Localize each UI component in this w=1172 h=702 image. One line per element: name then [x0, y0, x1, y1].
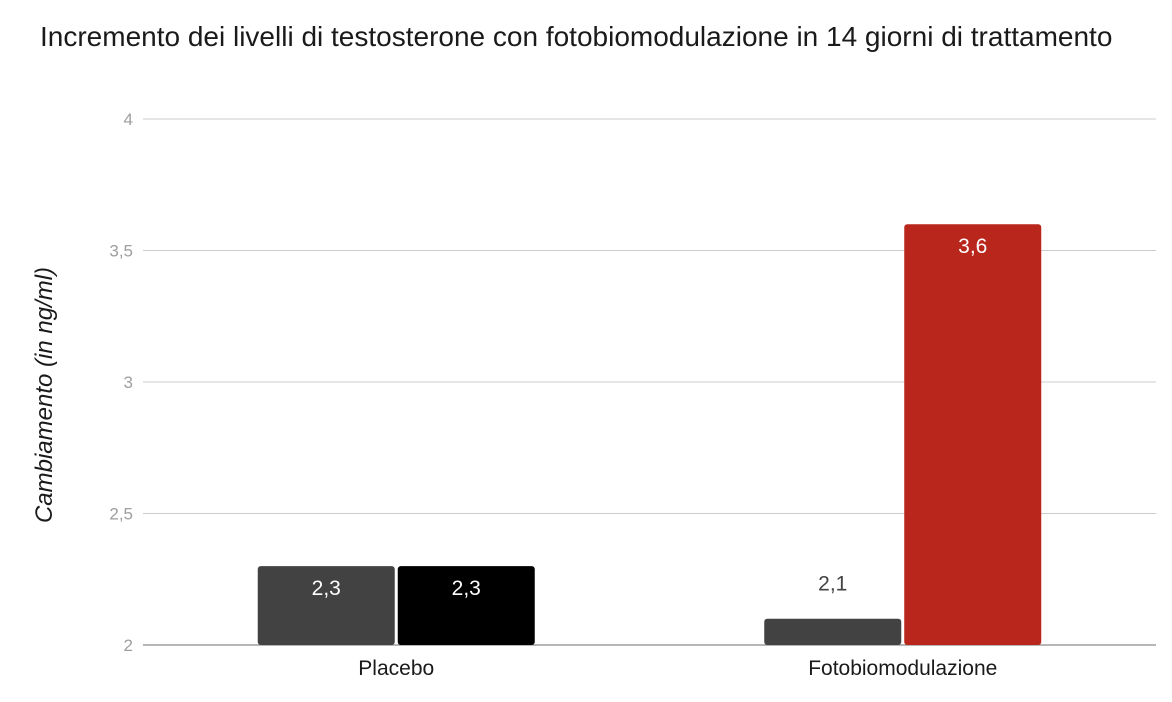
x-category-label: Fotobiomodulazione	[808, 657, 997, 680]
y-tick-label: 2	[124, 636, 133, 655]
y-tick-label: 2,5	[109, 505, 133, 524]
x-category-label: Placebo	[358, 657, 434, 680]
chart-title: Incremento dei livelli di testosterone c…	[40, 21, 1113, 52]
y-tick-label: 4	[124, 110, 133, 129]
data-labels: 2,3 2,3 2,1 3,6	[312, 235, 988, 600]
bar-value-label: 2,3	[312, 577, 341, 600]
y-tick-label: 3	[124, 373, 133, 392]
bar-value-label: 3,6	[958, 235, 987, 258]
bars	[257, 224, 1042, 645]
bar-value-label: 2,3	[452, 577, 481, 600]
bar	[764, 618, 902, 645]
bar	[904, 224, 1042, 645]
y-tick-label: 3,5	[109, 242, 133, 261]
bar-value-label: 2,1	[818, 573, 847, 596]
bar	[257, 566, 395, 645]
y-axis-title: Cambiamento (in ng/ml)	[31, 267, 58, 523]
y-axis-ticks: 2 2,5 3 3,5 4	[109, 110, 133, 655]
x-axis-categories: Placebo Fotobiomodulazione	[358, 657, 997, 680]
bar	[397, 566, 535, 645]
